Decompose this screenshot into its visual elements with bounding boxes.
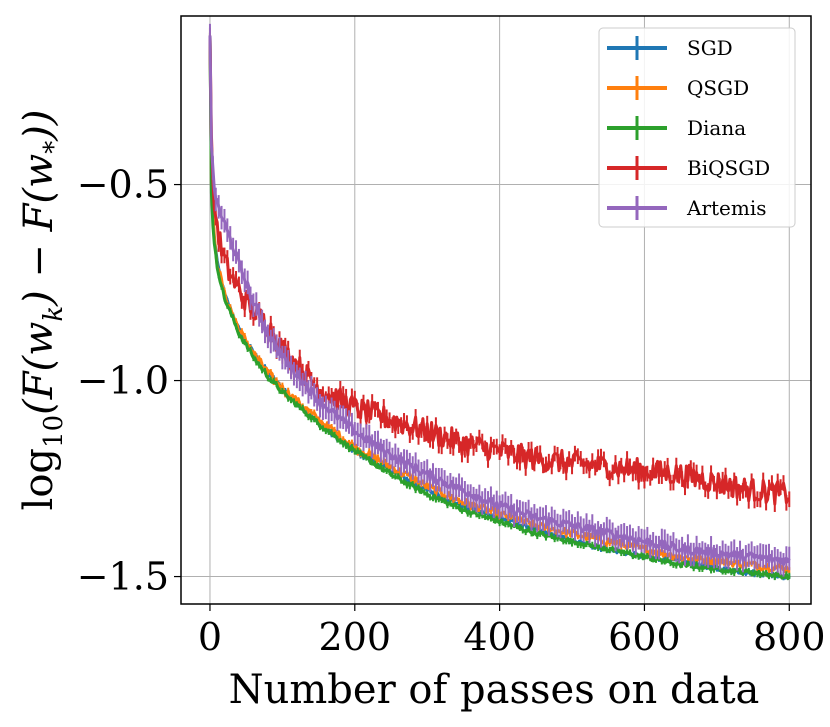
x-axis-label: Number of passes on data — [229, 667, 760, 713]
x-tick-label: 600 — [608, 615, 681, 659]
x-tick-label: 200 — [319, 615, 392, 659]
legend-item-qsgd: QSGD — [607, 76, 749, 100]
legend-item-sgd: SGD — [607, 36, 733, 60]
legend-label: Artemis — [686, 196, 767, 220]
y-axis-label: log10(F(wk) − F(w*)) — [16, 110, 69, 511]
legend-box — [598, 27, 796, 228]
legend-label: QSGD — [687, 76, 749, 100]
legend-label: Diana — [687, 116, 746, 140]
x-tick-label: 800 — [753, 615, 826, 659]
series-artemis — [208, 23, 791, 577]
legend-item-diana: Diana — [607, 116, 746, 140]
legend-item-artemis: Artemis — [607, 196, 767, 220]
ticks: 0 200 400 600 800 −0.5 −1.0 −1.5 — [77, 163, 826, 659]
plot-frame — [180, 15, 812, 605]
legend-label: SGD — [687, 36, 733, 60]
y-tick-label: −1.5 — [77, 555, 169, 599]
y-tick-label: −1.0 — [77, 359, 169, 403]
x-tick-label: 400 — [463, 615, 536, 659]
series-line — [208, 35, 791, 581]
series-layer — [208, 23, 791, 581]
legend: SGD QSGD Diana BiQSGD Artemis — [598, 27, 796, 228]
x-tick-label: 0 — [198, 615, 222, 659]
legend-item-biqsgd: BiQSGD — [607, 156, 770, 180]
legend-label: BiQSGD — [687, 156, 770, 180]
series-line — [208, 35, 791, 567]
y-tick-label: −0.5 — [77, 163, 169, 207]
